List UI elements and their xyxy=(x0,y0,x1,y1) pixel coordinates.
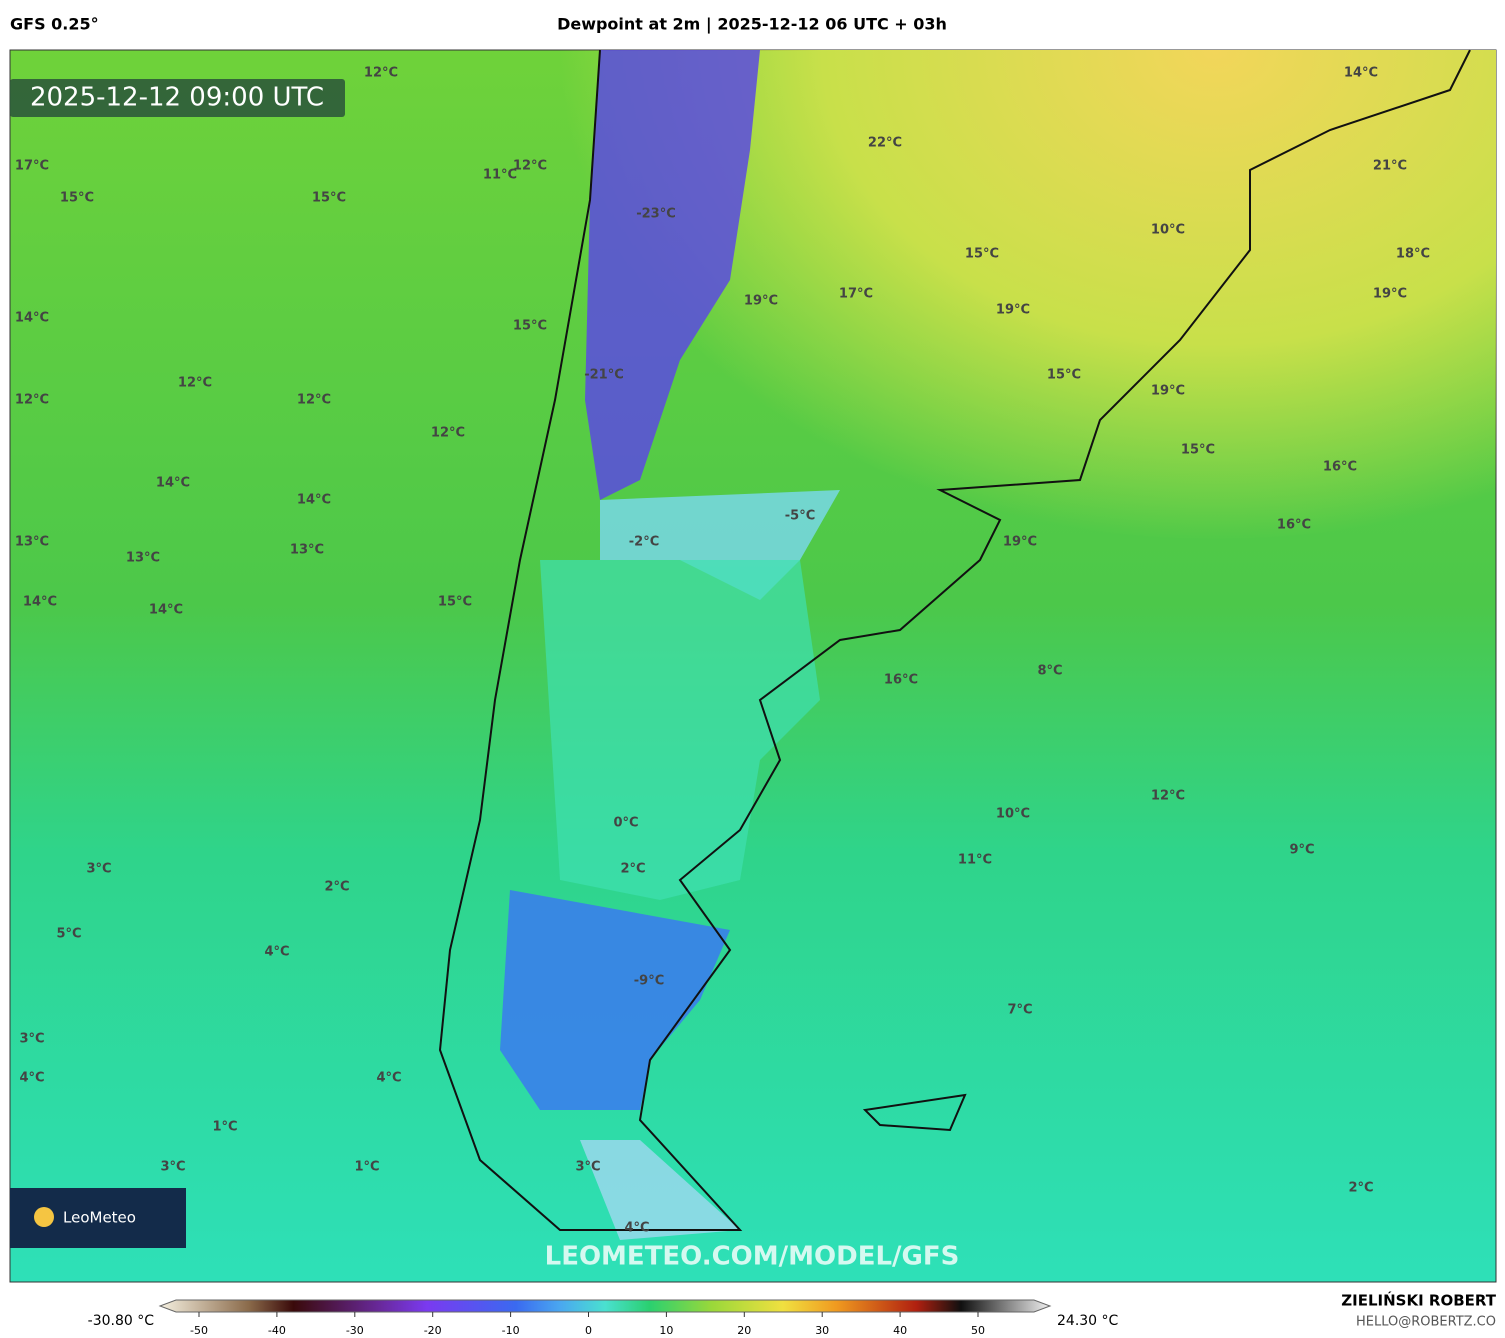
colorbar-tick-label: -40 xyxy=(268,1324,286,1337)
colorbar-tick-label: 30 xyxy=(815,1324,829,1337)
colorbar-tick-label: 50 xyxy=(971,1324,985,1337)
map-label: 4°C xyxy=(264,945,289,960)
timestamp-box xyxy=(10,79,345,117)
map-label: 4°C xyxy=(19,1071,44,1086)
map-label: 2°C xyxy=(620,862,645,877)
map-label: 12°C xyxy=(178,376,212,391)
map-label: 12°C xyxy=(15,393,49,408)
map-label: 14°C xyxy=(149,603,183,618)
model-name: GFS 0.25° xyxy=(10,15,99,34)
email: HELLO@ROBERTZ.CO xyxy=(1356,1315,1496,1330)
watermark: LEOMETEO.COM/MODEL/GFS xyxy=(545,1242,960,1272)
map-label: 15°C xyxy=(1181,443,1215,458)
map-label: 12°C xyxy=(364,66,398,81)
map-label: 11°C xyxy=(958,853,992,868)
map-label: -23°C xyxy=(636,207,676,222)
map-label: 12°C xyxy=(513,159,547,174)
map-label: 15°C xyxy=(965,247,999,262)
map-label: 10°C xyxy=(996,807,1030,822)
colorbar-tick-label: -10 xyxy=(502,1324,520,1337)
colorbar xyxy=(158,1299,1052,1313)
map-label: 16°C xyxy=(1277,518,1311,533)
logo: LeoMeteo xyxy=(63,1209,136,1227)
colorbar-tick-label: 10 xyxy=(659,1324,673,1337)
map-label: 0°C xyxy=(613,816,638,831)
map-label: 17°C xyxy=(839,287,873,302)
map-label: 15°C xyxy=(312,191,346,206)
map-label: 19°C xyxy=(1373,287,1407,302)
map-label: 15°C xyxy=(513,319,547,334)
map-label: 4°C xyxy=(376,1071,401,1086)
map-label: 14°C xyxy=(297,493,331,508)
map-label: 1°C xyxy=(212,1120,237,1135)
colorbar-min: -30.80 °C xyxy=(88,1313,155,1329)
map-label: 14°C xyxy=(1344,66,1378,81)
colorbar-tick-label: -30 xyxy=(346,1324,364,1337)
map-label: 3°C xyxy=(19,1032,44,1047)
map-label: -9°C xyxy=(634,974,664,989)
map-label: 13°C xyxy=(126,551,160,566)
map-label: -2°C xyxy=(629,535,659,550)
map-label: 14°C xyxy=(23,595,57,610)
map-label: 17°C xyxy=(15,159,49,174)
map-label: 14°C xyxy=(156,476,190,491)
map-label: -21°C xyxy=(584,368,624,383)
logo-sun xyxy=(34,1207,54,1227)
map-label: 15°C xyxy=(1047,368,1081,383)
map-label: 15°C xyxy=(60,191,94,206)
colorbar-tick-label: -50 xyxy=(190,1324,208,1337)
map-label: 5°C xyxy=(56,927,81,942)
map-label: 8°C xyxy=(1037,664,1062,679)
colorbar-max: 24.30 °C xyxy=(1057,1313,1119,1329)
colorbar-tick-label: 20 xyxy=(737,1324,751,1337)
map-label: 2°C xyxy=(1348,1181,1373,1196)
map-label: 19°C xyxy=(1151,384,1185,399)
map-label: -5°C xyxy=(785,509,815,524)
map-label: 11°C xyxy=(483,168,517,183)
map-label: 13°C xyxy=(15,535,49,550)
map-label: 9°C xyxy=(1289,843,1314,858)
map-label: 2°C xyxy=(324,880,349,895)
map-label: 12°C xyxy=(431,426,465,441)
map-label: 15°C xyxy=(438,595,472,610)
map-label: 4°C xyxy=(624,1221,649,1236)
map-label: 12°C xyxy=(297,393,331,408)
map-label: 3°C xyxy=(86,862,111,877)
map-label: 1°C xyxy=(354,1160,379,1175)
map-label: 14°C xyxy=(15,311,49,326)
title: Dewpoint at 2m | 2025-12-12 06 UTC + 03h xyxy=(557,15,947,35)
map: 12°C 14°C22°C17°C 12°C11°C21°C15°C 15°C-23°… xyxy=(9,49,1497,1283)
map-label: 16°C xyxy=(1323,460,1357,475)
map-label: 10°C xyxy=(1151,223,1185,238)
map-label: 21°C xyxy=(1373,159,1407,174)
map-label: 13°C xyxy=(290,543,324,558)
map-label: 3°C xyxy=(160,1160,185,1175)
timestamp: 2025-12-12 09:00 UTC xyxy=(30,83,324,113)
colorbar-tick-label: -20 xyxy=(424,1324,442,1337)
colorbar-tick-label: 40 xyxy=(893,1324,907,1337)
colorbar-tick-label: 0 xyxy=(585,1324,592,1337)
map-label: 22°C xyxy=(868,136,902,151)
map-label: 18°C xyxy=(1396,247,1430,262)
map-label: 7°C xyxy=(1007,1003,1032,1018)
map-label: 19°C xyxy=(1003,535,1037,550)
map-label: 12°C xyxy=(1151,789,1185,804)
map-label: 19°C xyxy=(744,294,778,309)
map-label: 3°C xyxy=(575,1160,600,1175)
author: ZIELIŃSKI ROBERT xyxy=(1341,1291,1496,1310)
map-label: 19°C xyxy=(996,303,1030,318)
map-label: 16°C xyxy=(884,673,918,688)
